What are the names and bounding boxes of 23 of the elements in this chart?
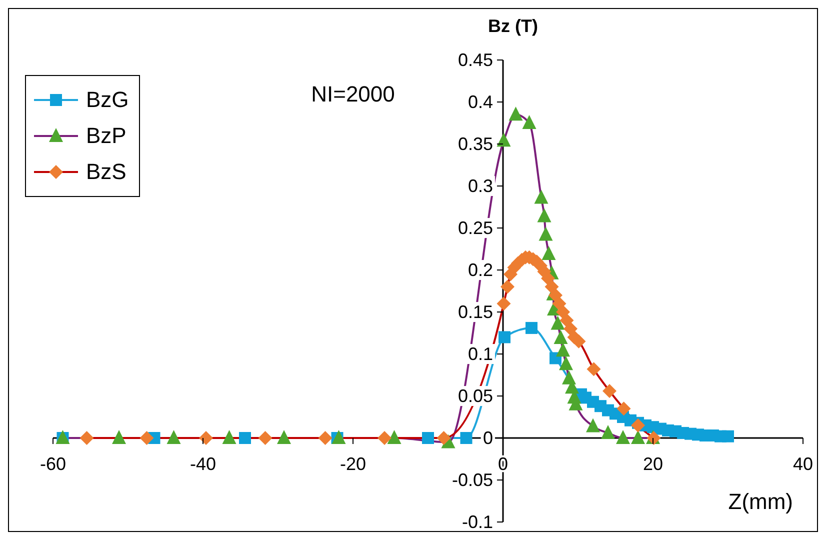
y-tick-label: 0.35 [458, 134, 493, 154]
y-tick-label: 0.15 [458, 302, 493, 322]
x-axis-title: Z(mm) [728, 489, 793, 514]
x-tick-label: 20 [642, 454, 664, 474]
y-tick-label: -0.05 [452, 470, 493, 490]
y-tick-label: 0.25 [458, 218, 493, 238]
y-axis-title: Bz (T) [488, 16, 538, 36]
x-tick-label: 40 [792, 454, 814, 474]
y-tick-label: 0 [482, 428, 493, 448]
y-tick-label: 0.2 [468, 260, 493, 280]
y-tick-label: 0.45 [458, 50, 493, 70]
y-tick-label: -0.1 [462, 512, 493, 532]
x-tick-label: -60 [40, 454, 66, 474]
y-tick-label: 0.4 [468, 92, 493, 112]
y-tick-label: 0.1 [468, 344, 493, 364]
x-tick-label: -40 [190, 454, 216, 474]
x-tick-label: -20 [340, 454, 366, 474]
annotation: NI=2000 [311, 82, 395, 107]
legend-label: BzG [86, 87, 129, 113]
legend-label: BzP [86, 123, 126, 149]
legend-label: BzS [86, 159, 126, 185]
y-tick-label: 0.05 [458, 386, 493, 406]
y-tick-label: 0.3 [468, 176, 493, 196]
